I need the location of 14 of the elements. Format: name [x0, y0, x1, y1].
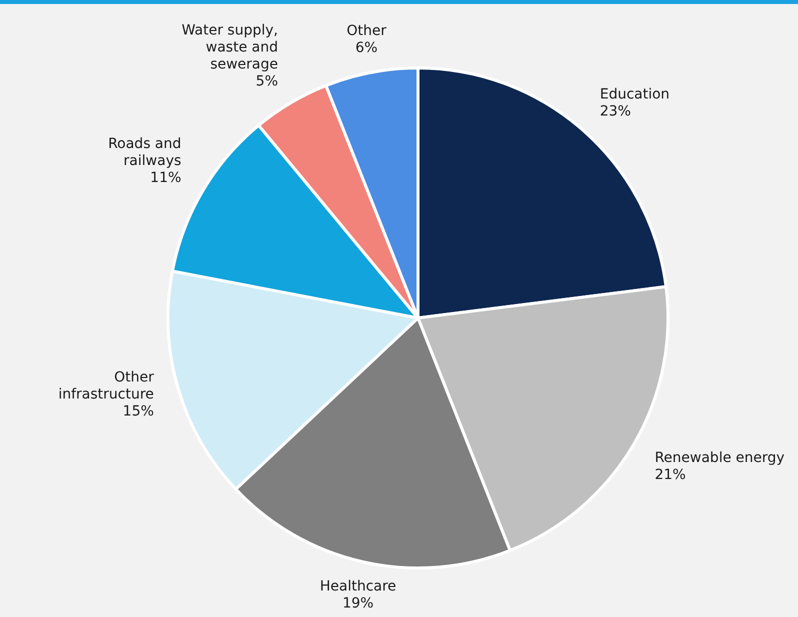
data-label: 21% — [654, 466, 686, 483]
data-label: 6% — [355, 40, 378, 56]
data-label: 19% — [342, 595, 374, 612]
slice-label: Healthcare — [320, 578, 396, 594]
slice-label: Other infrastructure — [58, 370, 154, 403]
data-label: 15% — [122, 404, 154, 420]
slice-label: Renewable energy — [654, 450, 785, 466]
slice-label: Roads and railways — [108, 136, 182, 169]
slice-label: Water supply, waste and sewerage — [182, 22, 278, 72]
data-label: 11% — [150, 170, 182, 186]
slice-label: Education — [600, 86, 670, 103]
data-label: 23% — [600, 104, 631, 120]
data-label: 5% — [256, 73, 278, 90]
slice-label: Other — [346, 22, 387, 39]
